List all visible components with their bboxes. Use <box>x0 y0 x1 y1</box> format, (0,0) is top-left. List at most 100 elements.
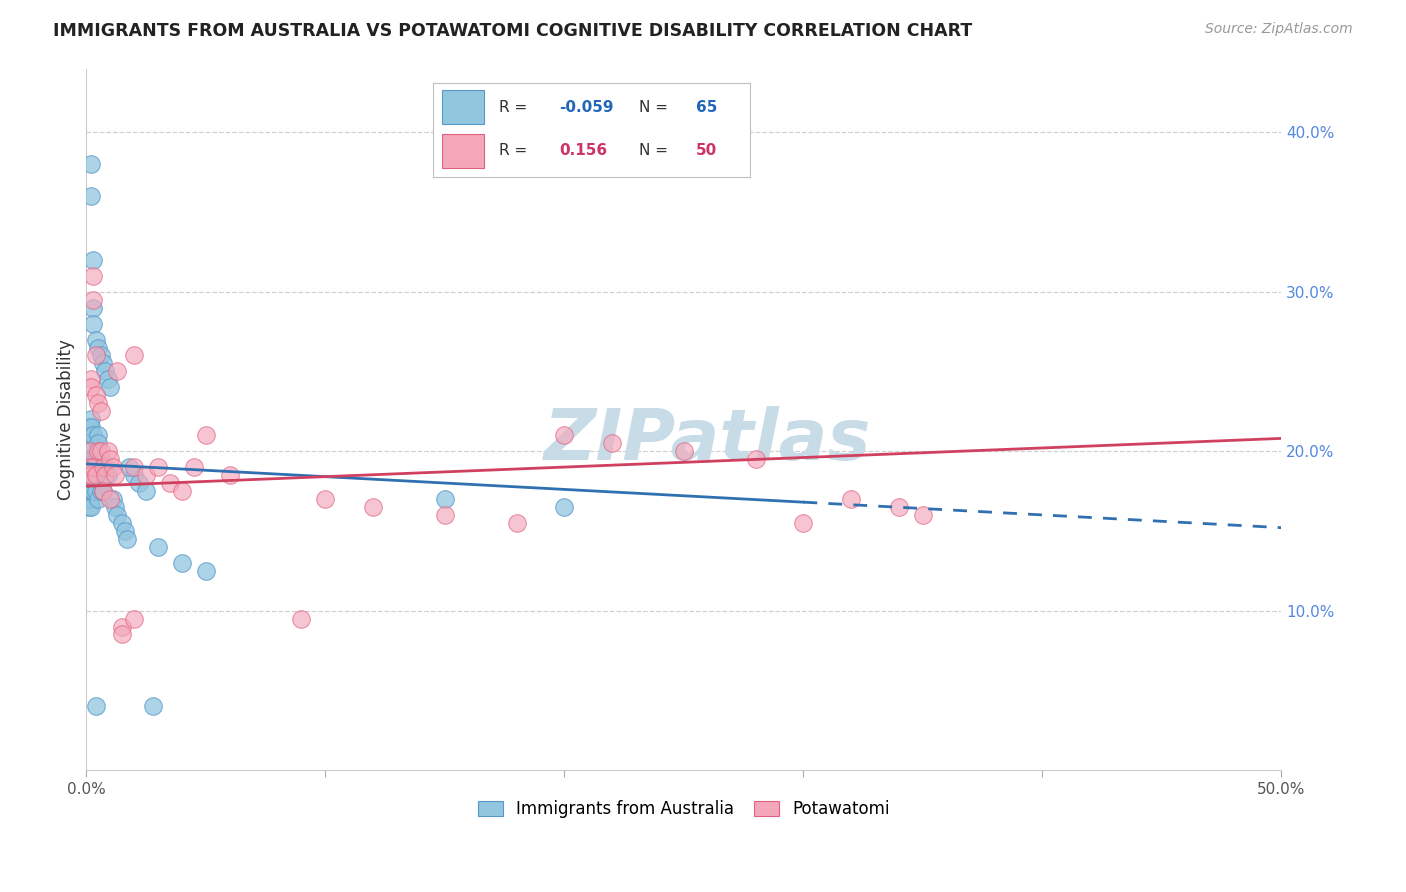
Point <box>77 460 100 475</box>
Point <box>77 460 100 475</box>
Point <box>82 252 104 267</box>
Point <box>80 189 103 203</box>
Point <box>98 380 121 394</box>
Point <box>314 491 336 506</box>
Point <box>80 476 103 491</box>
Text: IMMIGRANTS FROM AUSTRALIA VS POTAWATOMI COGNITIVE DISABILITY CORRELATION CHART: IMMIGRANTS FROM AUSTRALIA VS POTAWATOMI … <box>53 22 973 40</box>
Point <box>82 483 104 498</box>
Point <box>122 349 145 363</box>
Point <box>90 444 112 458</box>
Point <box>80 468 103 483</box>
Point <box>84 468 107 483</box>
Point <box>122 468 145 483</box>
Point <box>122 460 145 475</box>
Point <box>82 268 104 283</box>
Point <box>142 699 165 714</box>
Point <box>97 444 120 458</box>
Point <box>672 444 695 458</box>
Point <box>77 444 100 458</box>
Point <box>77 420 100 434</box>
Point <box>505 516 527 530</box>
Point <box>82 468 104 483</box>
Point <box>87 428 110 442</box>
Point <box>135 483 157 498</box>
Point <box>111 516 134 530</box>
Point <box>91 356 114 370</box>
Point <box>122 611 145 625</box>
Point <box>553 428 575 442</box>
Point <box>114 524 136 538</box>
Point <box>94 460 117 475</box>
Point <box>80 483 103 498</box>
Point <box>90 404 112 418</box>
Point <box>87 396 110 410</box>
Text: Source: ZipAtlas.com: Source: ZipAtlas.com <box>1205 22 1353 37</box>
Text: ZIPatlas: ZIPatlas <box>544 406 872 475</box>
Point <box>82 317 104 331</box>
Point <box>77 491 100 506</box>
Point <box>146 460 169 475</box>
Point <box>87 341 110 355</box>
Point <box>115 532 138 546</box>
Point <box>84 452 107 467</box>
Point <box>82 452 104 467</box>
Point <box>218 468 240 483</box>
Point <box>84 388 107 402</box>
Point <box>82 460 104 475</box>
Point <box>159 476 181 491</box>
Point <box>77 452 100 467</box>
Legend: Immigrants from Australia, Potawatomi: Immigrants from Australia, Potawatomi <box>471 794 897 825</box>
Point <box>77 468 100 483</box>
Point <box>91 460 114 475</box>
Point <box>90 349 112 363</box>
Point <box>80 468 103 483</box>
Point <box>80 420 103 434</box>
Point <box>84 333 107 347</box>
Point <box>128 476 150 491</box>
Point <box>94 364 117 378</box>
Point <box>433 491 456 506</box>
Point <box>87 444 110 458</box>
Point <box>105 364 128 378</box>
Point <box>77 468 100 483</box>
Point <box>82 460 104 475</box>
Point <box>84 699 107 714</box>
Point <box>194 428 217 442</box>
Point <box>84 468 107 483</box>
Point <box>82 428 104 442</box>
Point <box>887 500 910 514</box>
Point <box>77 476 100 491</box>
Point <box>77 444 100 458</box>
Point <box>433 508 456 522</box>
Point <box>82 293 104 307</box>
Point <box>80 412 103 426</box>
Point <box>80 500 103 514</box>
Point <box>101 460 124 475</box>
Point <box>361 500 384 514</box>
Point <box>104 468 127 483</box>
Point <box>911 508 934 522</box>
Point <box>91 483 114 498</box>
Point <box>118 460 141 475</box>
Point <box>80 483 103 498</box>
Point <box>94 468 117 483</box>
Point <box>82 301 104 315</box>
Point <box>87 436 110 450</box>
Point <box>97 468 120 483</box>
Point <box>290 611 312 625</box>
Point <box>170 556 193 570</box>
Point <box>183 460 205 475</box>
Point <box>84 460 107 475</box>
Point <box>97 372 120 386</box>
Point <box>77 483 100 498</box>
Point <box>90 483 112 498</box>
Point <box>80 380 103 394</box>
Point <box>839 491 862 506</box>
Point <box>135 468 157 483</box>
Point <box>170 483 193 498</box>
Point <box>104 500 127 514</box>
Point <box>91 483 114 498</box>
Point <box>553 500 575 514</box>
Point <box>84 349 107 363</box>
Point <box>792 516 814 530</box>
